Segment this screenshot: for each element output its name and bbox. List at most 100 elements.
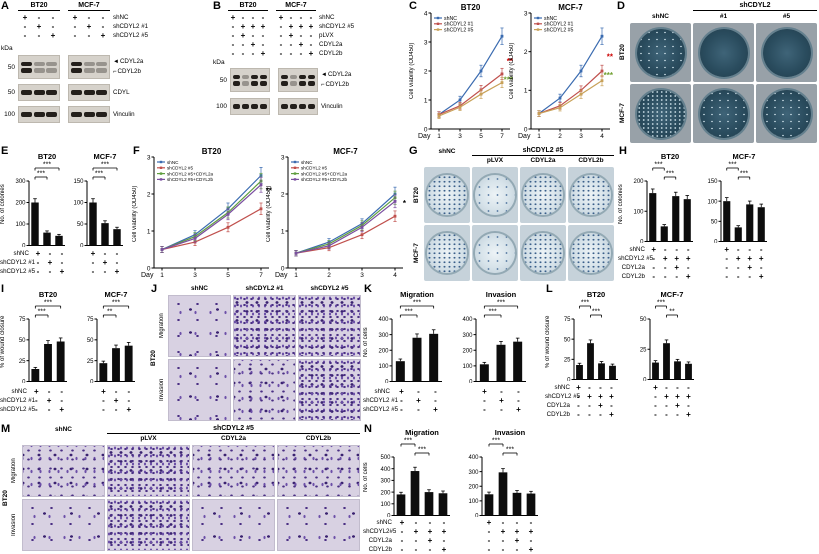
svg-text:0: 0 bbox=[469, 380, 473, 383]
blot-lane bbox=[232, 104, 241, 109]
band-labels: Vinculin bbox=[113, 110, 135, 120]
treatment-symbol: + bbox=[100, 30, 106, 40]
row-label-mcf7: MCF-7 bbox=[413, 243, 420, 263]
blot-band bbox=[289, 74, 298, 79]
row-label-migration: Migration bbox=[11, 458, 17, 484]
panel-m-label: M bbox=[1, 423, 11, 435]
svg-text:shNC: shNC bbox=[444, 16, 457, 22]
svg-text:Day: Day bbox=[418, 133, 431, 140]
treatment-symbols: - + + + - + + + bbox=[648, 254, 767, 263]
blot-lane bbox=[298, 104, 307, 109]
svg-text:5: 5 bbox=[226, 272, 230, 279]
blot-band bbox=[96, 68, 108, 73]
svg-text:75: 75 bbox=[564, 317, 571, 323]
treatment-symbol: - bbox=[51, 12, 55, 22]
y-axis-label: Cell viability (OD450) bbox=[266, 185, 272, 243]
transwell-image bbox=[298, 359, 361, 421]
culture-dish-image bbox=[630, 84, 691, 143]
treatment-symbol: - bbox=[251, 48, 255, 58]
treatment-symbols: - - - + - - - + bbox=[228, 48, 316, 58]
culture-dish-image bbox=[568, 167, 614, 223]
treatment-row: CDYL2b - - - + - - - + bbox=[363, 545, 538, 554]
blot-lane bbox=[33, 61, 45, 73]
treatment-symbol: - bbox=[251, 12, 255, 22]
treatment-label: shNC bbox=[13, 250, 29, 257]
dish-circle bbox=[427, 233, 467, 273]
svg-text:1: 1 bbox=[537, 133, 541, 140]
blot-lane bbox=[46, 90, 58, 95]
treatment-symbol: - bbox=[36, 266, 40, 276]
treatment-symbol: - bbox=[487, 544, 491, 554]
svg-text:100: 100 bbox=[707, 199, 718, 205]
blot-lane bbox=[70, 61, 82, 73]
treatment-symbol: + bbox=[514, 535, 520, 545]
panel-l: L % of wound closure BT20 0 25 50 75 *** *** M… bbox=[545, 283, 819, 423]
svg-text:Invasion: Invasion bbox=[495, 428, 526, 437]
treatment-label: shCDYL2 #1 bbox=[363, 397, 399, 404]
treatment-symbol: + bbox=[22, 12, 28, 22]
treatment-symbol: - bbox=[289, 48, 293, 58]
blot-band bbox=[250, 104, 259, 109]
svg-text:25: 25 bbox=[87, 359, 94, 365]
treatment-symbol: - bbox=[241, 48, 245, 58]
panel-h: H No. of colonies BT20 0 100 200 *** *** MCF-… bbox=[618, 145, 819, 283]
culture-dish-image bbox=[520, 167, 566, 223]
treatment-symbol: - bbox=[400, 526, 404, 536]
dish-circle bbox=[475, 175, 515, 215]
panel-d-label: D bbox=[617, 0, 625, 12]
svg-text:shNC: shNC bbox=[301, 160, 313, 165]
treatment-symbol: - bbox=[686, 244, 690, 254]
treatment-symbol: + bbox=[308, 21, 314, 31]
column-header: CDYL2a bbox=[221, 435, 246, 442]
treatment-symbol: - bbox=[48, 248, 52, 258]
treatment-symbol: - bbox=[87, 30, 91, 40]
treatment-symbol: - bbox=[665, 409, 668, 419]
treatment-symbol: - bbox=[517, 386, 520, 396]
treatment-symbol: - bbox=[500, 386, 503, 396]
kda-marker: 50 bbox=[7, 63, 15, 71]
svg-text:3: 3 bbox=[579, 133, 583, 140]
treatment-label: shNC bbox=[374, 388, 390, 395]
svg-text:shCDYL2 #1: shCDYL2 #1 bbox=[444, 22, 474, 28]
svg-text:0: 0 bbox=[640, 240, 644, 243]
treatment-row: shCDYL2 #5- + + + - + + + bbox=[545, 392, 694, 401]
treatment-symbols: - - - + - - - + bbox=[395, 544, 538, 554]
line-chart-mcf7: MCF-7 0 1 2 3 1 2 3 4 Day shNC shCDYL2 #5 shCDYL2 #5… bbox=[274, 146, 408, 282]
blot-band bbox=[20, 112, 32, 117]
treatment-label: pLVX bbox=[319, 32, 334, 39]
treatment-symbol: + bbox=[433, 404, 438, 414]
treatment-symbol: - bbox=[231, 21, 235, 31]
treatment-symbols: - + - - + - bbox=[32, 258, 123, 267]
treatment-symbol: - bbox=[231, 39, 235, 49]
treatment-symbol: - bbox=[60, 386, 64, 396]
treatment-symbol: - bbox=[23, 30, 27, 40]
blot-image-bt20 bbox=[230, 98, 270, 115]
kda-label: kDa bbox=[1, 45, 13, 52]
treatment-symbol: - bbox=[279, 48, 283, 58]
treatment-symbol: + bbox=[427, 535, 433, 545]
treatment-symbols: + - - - + - - - bbox=[648, 244, 767, 254]
treatment-symbol: - bbox=[51, 21, 55, 31]
panel-i-label: I bbox=[1, 283, 5, 295]
treatment-row: shCDYL2 #1- + - - + - bbox=[0, 258, 123, 267]
blot-band bbox=[33, 68, 45, 73]
column-header: pLVX bbox=[140, 435, 157, 442]
treatment-symbol: - bbox=[37, 12, 41, 22]
column-header: pLVX bbox=[486, 157, 504, 164]
blot-band bbox=[259, 74, 268, 79]
treatment-symbol: - bbox=[35, 395, 38, 405]
transwell-image bbox=[277, 445, 360, 497]
band-label: Vinculin bbox=[321, 102, 343, 110]
band-label: Vinculin bbox=[113, 110, 135, 118]
transwell-image bbox=[22, 499, 105, 551]
blot-band bbox=[33, 61, 45, 66]
kda-marker: 50 bbox=[7, 89, 15, 96]
svg-text:1: 1 bbox=[424, 97, 428, 104]
treatment-symbol: + bbox=[686, 409, 691, 419]
treatment-symbol: - bbox=[289, 12, 293, 22]
treatment-symbol: - bbox=[610, 400, 613, 410]
dish-circle bbox=[571, 233, 611, 273]
